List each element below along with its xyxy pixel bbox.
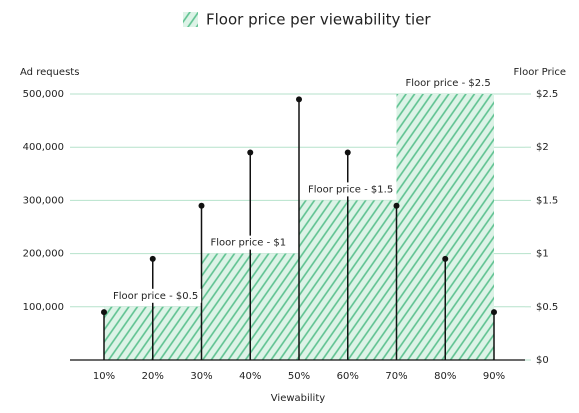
x-tick-label: 20%	[142, 371, 164, 382]
tier-label-box	[402, 76, 494, 90]
tier-label: Floor price - $1.5	[308, 184, 393, 195]
y-tick-label: 500,000	[23, 89, 64, 100]
lollipop-head	[198, 202, 205, 209]
y2-tick-label: $2.5	[536, 89, 558, 100]
x-tick-label: 80%	[434, 371, 456, 382]
tier-label-box	[110, 288, 202, 303]
y2-tick-label: $1	[536, 249, 549, 260]
lollipop-head	[344, 149, 351, 156]
lollipop-head	[491, 309, 497, 316]
y-tick-label: 300,000	[23, 195, 64, 206]
tier-label: Floor price - $0.5	[113, 291, 198, 302]
tier-label-box	[305, 182, 397, 197]
x-tick-label: 10%	[93, 371, 115, 382]
legend-label: Floor price per viewability tier	[206, 11, 431, 29]
lollipop-head	[393, 202, 400, 209]
y-tick-label: 400,000	[23, 142, 64, 153]
y2-tick-label: $1.5	[536, 195, 558, 206]
x-tick-label: 50%	[288, 371, 310, 382]
lollipop-head	[442, 255, 449, 262]
y2-tick-label: $2	[536, 142, 549, 153]
x-tick-label: 40%	[239, 371, 261, 382]
tier-label: Floor price - $1	[211, 238, 287, 249]
tier-label: Floor price - $2.5	[406, 78, 491, 89]
x-tick-label: 70%	[385, 371, 407, 382]
lollipop-head	[149, 255, 156, 262]
x-tick-label: 90%	[483, 371, 505, 382]
y2-tick-label: $0.5	[536, 302, 558, 313]
legend-swatch	[183, 12, 198, 27]
x-tick-label: 60%	[337, 371, 359, 382]
y2-tick-label: $0	[536, 355, 549, 366]
y-axis-title: Ad requests	[20, 67, 79, 78]
lollipop-head	[247, 149, 254, 156]
lollipop-head	[296, 96, 302, 103]
y-tick-label: 200,000	[23, 249, 64, 260]
x-axis-title: Viewability	[271, 393, 325, 404]
x-tick-label: 30%	[190, 371, 212, 382]
y-tick-label: 100,000	[23, 302, 64, 313]
tier-label-box	[207, 235, 290, 250]
lollipop-head	[101, 309, 107, 316]
y2-axis-title: Floor Price	[514, 67, 566, 78]
